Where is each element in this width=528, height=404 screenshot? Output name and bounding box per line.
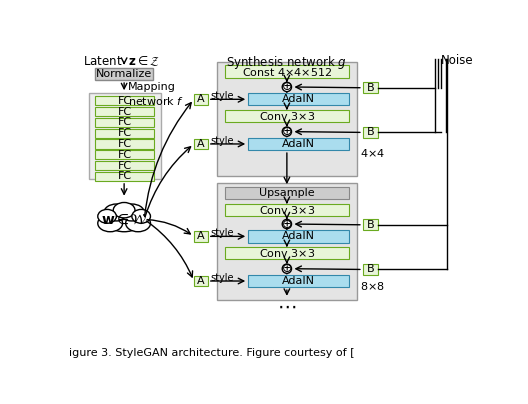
Text: $\cdots$: $\cdots$ <box>277 297 297 316</box>
Bar <box>96 161 154 170</box>
Ellipse shape <box>114 202 135 218</box>
Text: A: A <box>197 94 205 104</box>
Bar <box>248 93 349 105</box>
Bar <box>96 96 154 105</box>
Text: Latent  $\mathbf{z} \in \mathcal{Z}$: Latent $\mathbf{z} \in \mathcal{Z}$ <box>83 54 160 68</box>
Bar <box>194 276 208 286</box>
Text: B: B <box>367 127 374 137</box>
Circle shape <box>282 264 291 274</box>
Ellipse shape <box>106 207 143 232</box>
Ellipse shape <box>126 215 150 232</box>
Bar <box>96 150 154 159</box>
Bar <box>96 118 154 127</box>
Bar <box>96 68 153 80</box>
Text: A: A <box>197 276 205 286</box>
Text: $\oplus$: $\oplus$ <box>281 80 293 93</box>
Text: B: B <box>367 83 374 93</box>
Bar <box>217 183 356 300</box>
Bar <box>363 82 379 93</box>
Bar <box>217 62 356 176</box>
Text: 4$\times$4: 4$\times$4 <box>360 147 384 159</box>
Text: FC: FC <box>118 118 132 127</box>
Text: Synthesis network $g$: Synthesis network $g$ <box>227 54 347 71</box>
Bar <box>194 139 208 149</box>
Bar <box>248 275 349 287</box>
Circle shape <box>282 127 291 136</box>
Text: $\mathbf{w} \in \mathcal{W}$: $\mathbf{w} \in \mathcal{W}$ <box>101 213 147 226</box>
Bar <box>96 172 154 181</box>
Text: FC: FC <box>118 139 132 149</box>
Text: FC: FC <box>118 107 132 117</box>
Circle shape <box>282 219 291 229</box>
Bar <box>225 110 349 122</box>
Text: style: style <box>210 273 233 283</box>
Text: FC: FC <box>118 150 132 160</box>
Bar <box>96 128 154 138</box>
Text: A: A <box>197 139 205 149</box>
Bar <box>225 187 349 200</box>
Text: $\oplus$: $\oplus$ <box>281 125 293 138</box>
Ellipse shape <box>98 215 122 232</box>
Text: 8$\times$8: 8$\times$8 <box>360 280 384 292</box>
Bar <box>194 94 208 105</box>
Bar <box>225 65 349 78</box>
Text: style: style <box>210 91 233 101</box>
Text: Normalize: Normalize <box>96 69 152 79</box>
Text: igure 3. StyleGAN architecture. Figure courtesy of [: igure 3. StyleGAN architecture. Figure c… <box>69 348 355 358</box>
Text: FC: FC <box>118 128 132 138</box>
Text: FC: FC <box>118 171 132 181</box>
Bar <box>363 264 379 275</box>
Bar <box>248 138 349 150</box>
Ellipse shape <box>132 209 150 223</box>
Text: Conv 3$\times$3: Conv 3$\times$3 <box>259 247 315 259</box>
Bar <box>225 247 349 259</box>
Text: style: style <box>210 228 233 238</box>
Text: FC: FC <box>118 160 132 170</box>
Text: Const 4$\times$4$\times$512: Const 4$\times$4$\times$512 <box>242 65 332 78</box>
Bar <box>194 231 208 242</box>
Text: $\oplus$: $\oplus$ <box>281 262 293 275</box>
Text: Noise: Noise <box>441 54 474 67</box>
Text: B: B <box>367 265 374 274</box>
Text: $\oplus$: $\oplus$ <box>281 217 293 231</box>
Text: AdaIN: AdaIN <box>282 276 315 286</box>
Text: B: B <box>367 220 374 230</box>
Text: Mapping
network $f$: Mapping network $f$ <box>128 82 184 107</box>
Text: Upsample: Upsample <box>259 188 315 198</box>
Bar <box>363 127 379 138</box>
Bar <box>96 107 154 116</box>
Bar <box>96 139 154 149</box>
Bar <box>225 204 349 216</box>
Bar <box>89 93 161 179</box>
Text: style: style <box>210 136 233 146</box>
Text: A: A <box>197 231 205 241</box>
Text: FC: FC <box>118 96 132 106</box>
Bar <box>248 230 349 242</box>
Ellipse shape <box>104 204 129 221</box>
Text: AdaIN: AdaIN <box>282 231 315 241</box>
Text: AdaIN: AdaIN <box>282 94 315 104</box>
Circle shape <box>282 82 291 92</box>
Text: Conv 3$\times$3: Conv 3$\times$3 <box>259 110 315 122</box>
Bar <box>363 219 379 230</box>
Text: Conv 3$\times$3: Conv 3$\times$3 <box>259 204 315 216</box>
Ellipse shape <box>119 204 144 221</box>
Ellipse shape <box>98 209 116 223</box>
Text: AdaIN: AdaIN <box>282 139 315 149</box>
